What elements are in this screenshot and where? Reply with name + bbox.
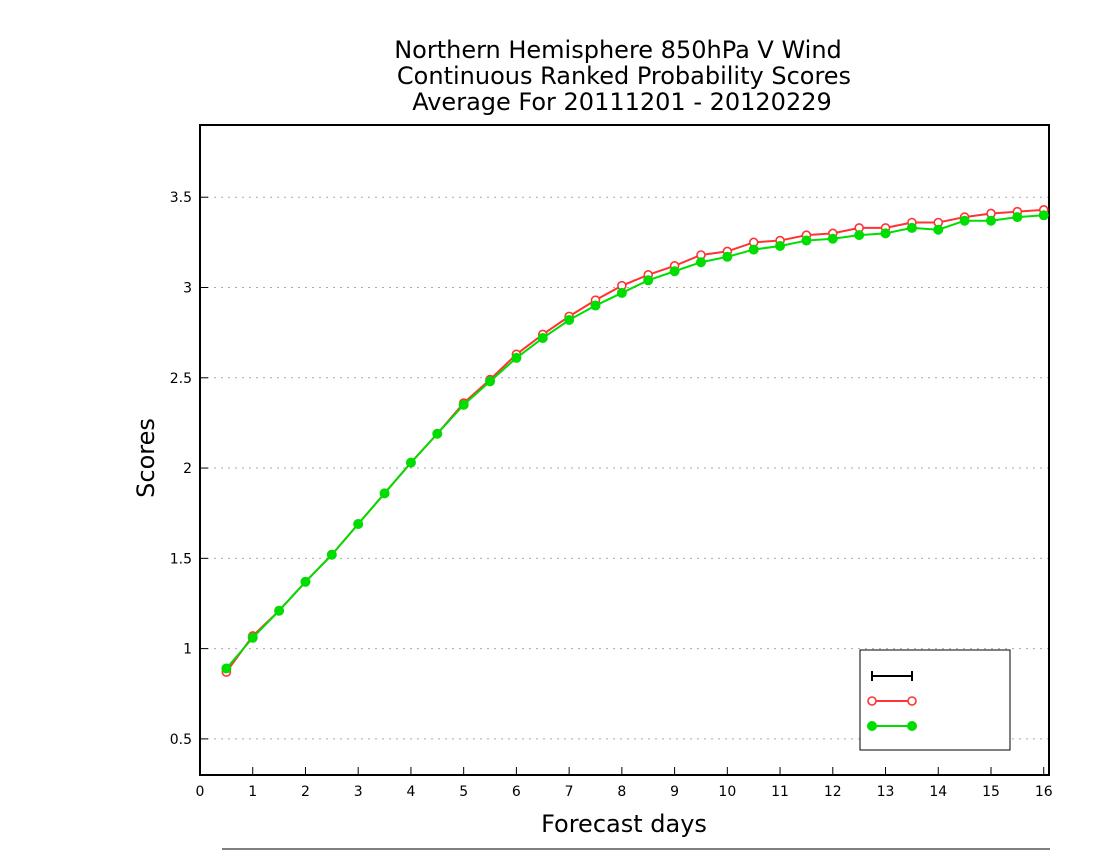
series-3-point	[985, 215, 996, 226]
series-3-point	[247, 632, 258, 643]
y-tick-label: 1.5	[170, 551, 192, 567]
series-3-point	[300, 576, 311, 587]
series-3-point	[722, 251, 733, 262]
x-tick-label: 5	[459, 784, 468, 800]
series-3-point	[221, 663, 232, 674]
series-3-point	[959, 215, 970, 226]
series-3-point	[801, 235, 812, 246]
x-tick-label: 9	[670, 784, 679, 800]
y-axis-ticks: 0.5 1 1.5 2 2.5 3 3.5	[170, 190, 208, 748]
series-3-point	[485, 376, 496, 387]
grid-layer	[200, 196, 1049, 740]
series-3-point	[590, 300, 601, 311]
series-3-point	[775, 240, 786, 251]
legend-entry-1	[871, 671, 913, 681]
x-tick-label: 2	[301, 784, 310, 800]
series-3-point	[906, 222, 917, 233]
series-layer	[221, 205, 1049, 677]
legend-entry-3	[867, 721, 917, 731]
x-tick-label: 7	[565, 784, 574, 800]
x-tick-label: 13	[877, 784, 895, 800]
series-3-point	[379, 488, 390, 499]
series-3-point	[511, 352, 522, 363]
x-tick-label: 6	[512, 784, 521, 800]
series-3-point	[274, 605, 285, 616]
series-3-point	[326, 549, 337, 560]
x-tick-label: 1	[248, 784, 257, 800]
series-3-point	[827, 233, 838, 244]
y-tick-label: 3	[183, 281, 192, 297]
legend-items	[867, 671, 917, 731]
x-tick-label: 16	[1035, 784, 1053, 800]
series-3-point	[1038, 210, 1049, 221]
y-tick-label: 2.5	[170, 371, 192, 387]
legend-swatch-marker	[907, 721, 917, 731]
chart-title-line-3: Average For 20111201 - 20120229	[412, 88, 832, 116]
legend	[859, 649, 1011, 751]
series-3-point	[695, 257, 706, 268]
series-3-point	[643, 275, 654, 286]
x-tick-label: 15	[982, 784, 1000, 800]
series-2	[221, 205, 1049, 677]
legend-entry-2	[867, 696, 917, 706]
series-2-line	[225, 208, 1044, 673]
chart-title-line-1: Northern Hemisphere 850hPa V Wind	[394, 36, 842, 64]
x-axis-title: Forecast days	[541, 810, 707, 838]
series-3	[221, 210, 1049, 674]
x-tick-label: 12	[824, 784, 842, 800]
series-3-point	[854, 230, 865, 241]
y-tick-label: 2	[183, 461, 192, 477]
x-tick-label: 11	[771, 784, 789, 800]
series-3-point	[880, 228, 891, 239]
series-3-point	[432, 428, 443, 439]
series-3-point	[616, 287, 627, 298]
chart-title-line-2: Continuous Ranked Probability Scores	[397, 62, 851, 90]
y-tick-label: 1	[183, 642, 192, 658]
x-tick-label: 4	[406, 784, 415, 800]
x-tick-label: 8	[617, 784, 626, 800]
y-axis-title: Scores	[132, 418, 160, 498]
series-3-point	[1012, 212, 1023, 223]
x-tick-label: 10	[718, 784, 736, 800]
plot-frame	[199, 124, 1050, 776]
legend-swatch-marker	[867, 696, 877, 706]
series-3-point	[564, 315, 575, 325]
legend-swatch-marker	[867, 721, 877, 731]
x-axis-ticks: 0 1 2 3 4 5 6 7 8 9 10 11 12 13 14 15 16	[196, 767, 1053, 800]
series-3-point	[458, 399, 469, 410]
x-tick-label: 14	[929, 784, 947, 800]
series-3-point	[537, 333, 548, 344]
legend-swatch-marker	[907, 696, 917, 706]
series-3-point	[353, 519, 364, 530]
series-3-point	[933, 224, 944, 235]
series-3-line	[225, 214, 1044, 670]
series-3-point	[405, 457, 416, 468]
series-3-point	[669, 266, 680, 277]
series-3-point	[748, 244, 759, 255]
y-tick-label: 3.5	[170, 190, 192, 206]
x-tick-label: 3	[354, 784, 363, 800]
x-tick-label: 0	[196, 784, 205, 800]
y-tick-label: 0.5	[170, 732, 192, 748]
